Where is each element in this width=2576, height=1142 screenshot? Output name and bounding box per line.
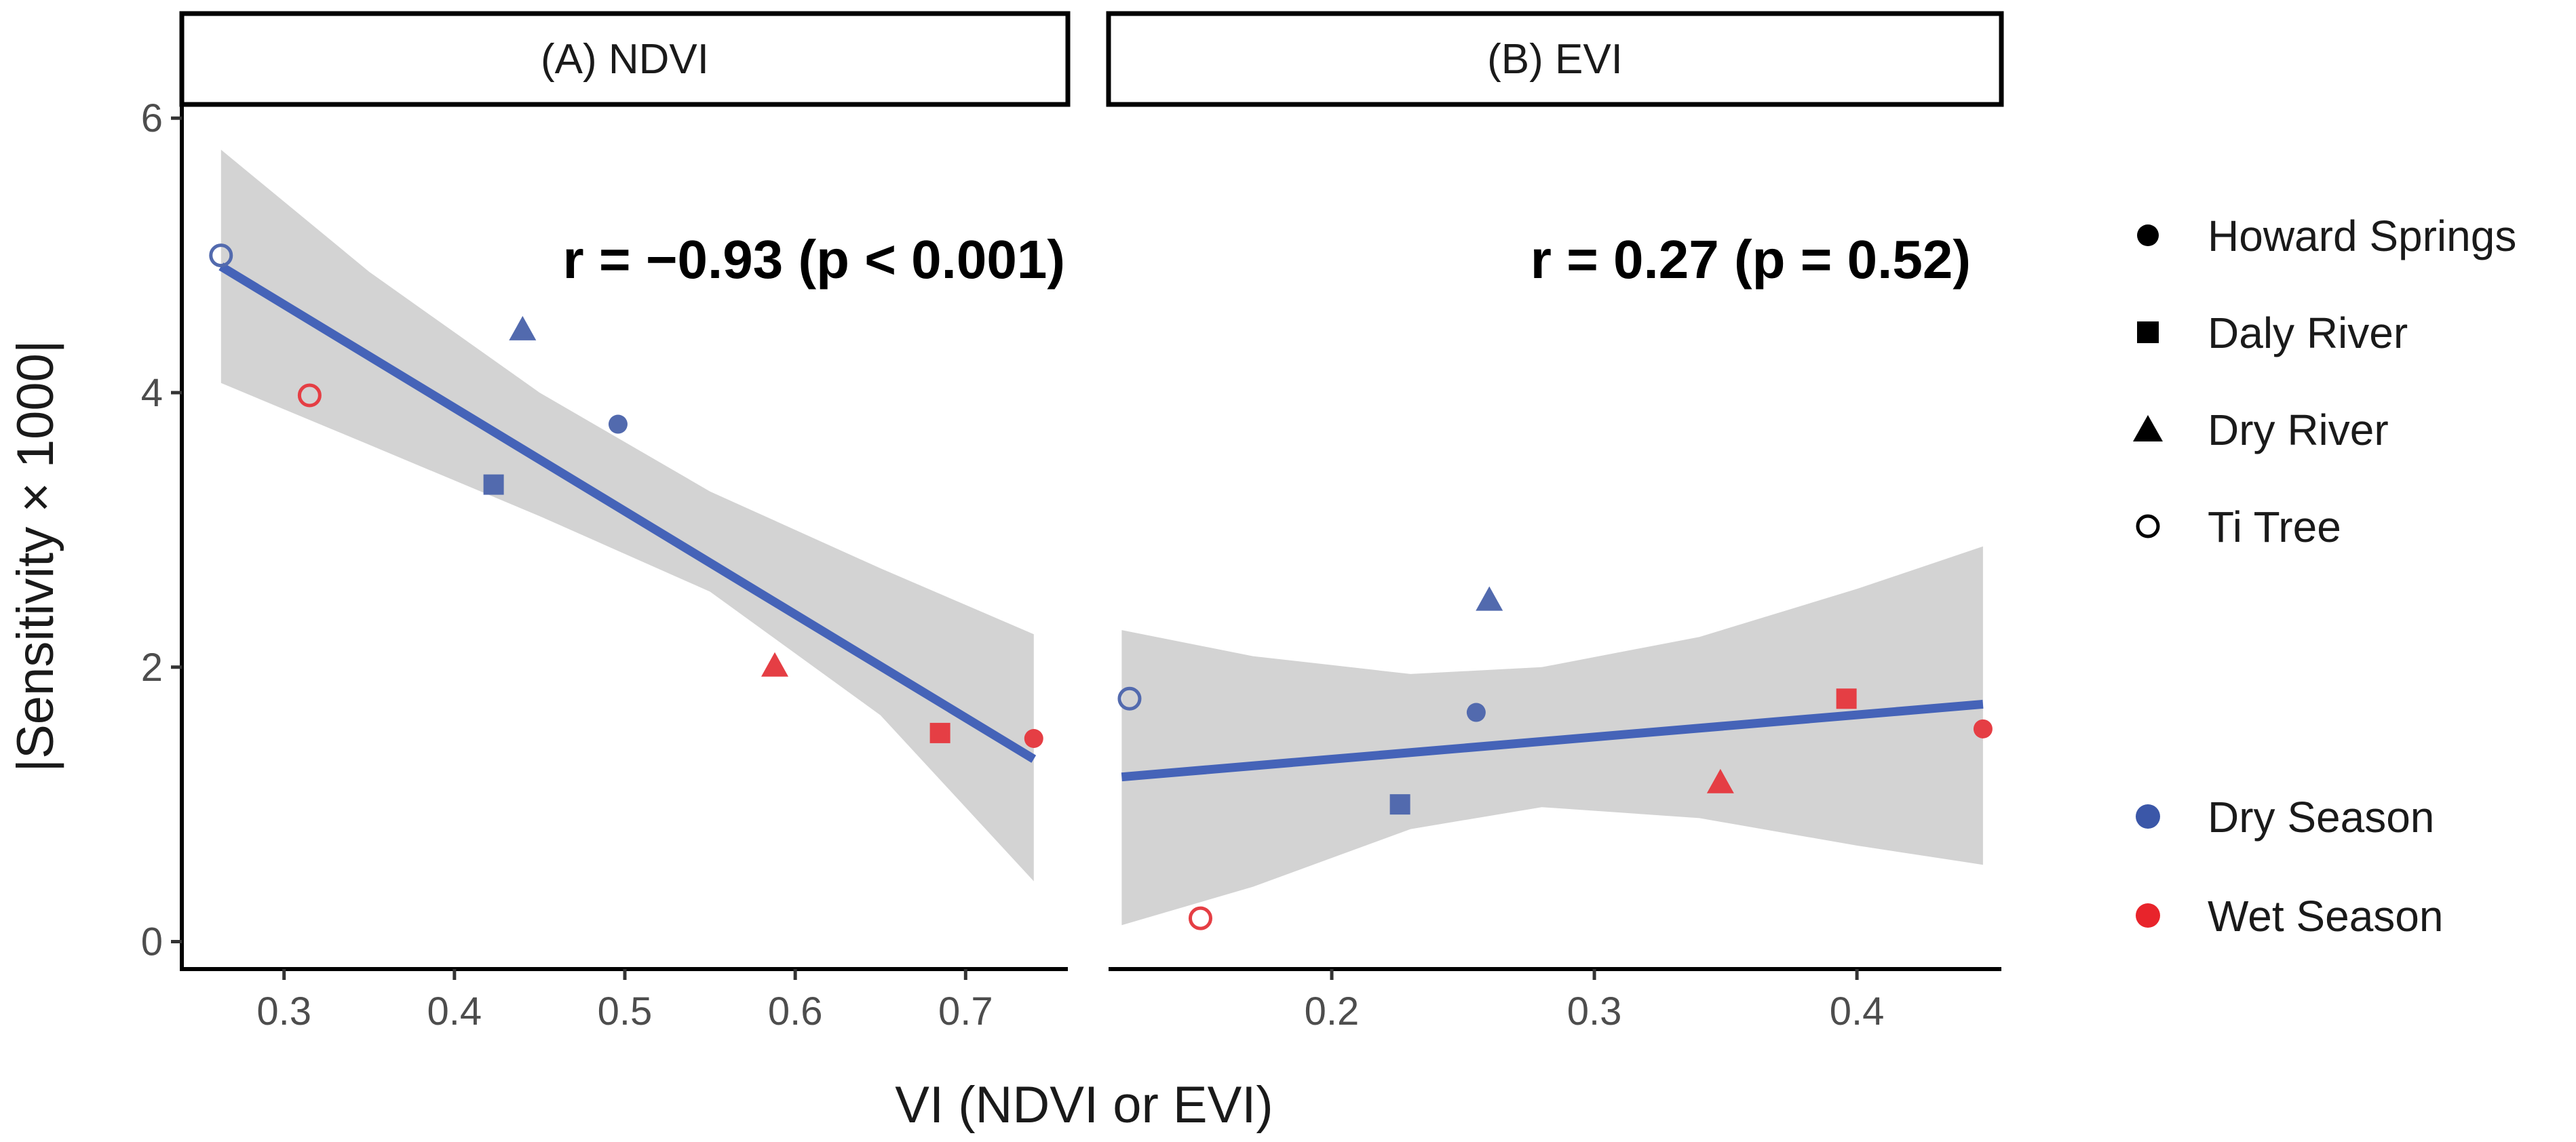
panel-evi: (B) EVI 0.2 0.3 0.4 r = 0.27 (p = 0.52) [1106, 11, 2004, 1033]
panel-ndvi-x-tick-label-0.6: 0.6 [768, 989, 823, 1033]
panel-evi-point-dry-river-wet [1706, 768, 1734, 793]
panel-evi-x-tick-label-0.3: 0.3 [1567, 989, 1622, 1033]
legend-dry-season-marker [2136, 804, 2160, 829]
panel-ndvi-correlation-annotation: r = −0.93 (p < 0.001) [563, 229, 1065, 290]
panel-ndvi-point-dry-river-dry [509, 315, 537, 340]
panel-ndvi-x-tick-label-0.7: 0.7 [938, 989, 993, 1033]
panel-ndvi-strip [179, 11, 1071, 107]
panel-ndvi-point-howard-springs-wet [1024, 729, 1043, 748]
panel-evi-plot: 0.2 0.3 0.4 r = 0.27 (p = 0.52) [1109, 229, 2001, 1033]
x-axis-title: VI (NDVI or EVI) [895, 1076, 1273, 1134]
legend-triangle-marker [2133, 415, 2163, 441]
panel-evi-point-ti-tree-dry [1117, 686, 1142, 711]
legend-item-ti-tree: Ti Tree [2136, 503, 2341, 551]
legend-item-dry-season: Dry Season [2136, 793, 2434, 842]
legend-circle-marker [2137, 224, 2159, 246]
legend-open-circle-marker [2136, 514, 2160, 538]
panel-evi-point-howard-springs-dry [1466, 703, 1486, 722]
legend-item-wet-season: Wet Season [2136, 892, 2443, 941]
panel-ndvi-fit-line [218, 262, 1037, 763]
panel-evi-fit-line [1121, 699, 1984, 782]
legend-item-dry-river: Dry River [2133, 406, 2389, 454]
legend-label-daly-river: Daly River [2208, 309, 2408, 357]
panel-ndvi-x-tick-label-0.3: 0.3 [256, 989, 311, 1033]
legend-square-marker [2137, 321, 2159, 343]
panel-evi-point-dry-river-dry [1476, 586, 1503, 611]
panel-ndvi-point-daly-river-wet [929, 722, 950, 743]
panel-evi-x-tick-label-0.2: 0.2 [1305, 989, 1360, 1033]
panel-ndvi: (A) NDVI 0 2 4 6 0.3 0.4 0.5 0.6 0.7 r = −0.93 (p… [141, 11, 1071, 1033]
panel-ndvi-plot: 0 2 4 6 0.3 0.4 0.5 0.6 0.7 r = −0.93 (p < 0.001) [141, 96, 1068, 1033]
panel-evi-correlation-annotation: r = 0.27 (p = 0.52) [1531, 229, 1971, 290]
legend-label-dry-river: Dry River [2208, 406, 2389, 454]
panel-ndvi-x-tick-label-0.5: 0.5 [598, 989, 653, 1033]
panel-evi-point-daly-river-dry [1389, 794, 1410, 815]
legend-item-daly-river: Daly River [2137, 309, 2408, 357]
legend-label-dry-season: Dry Season [2208, 793, 2434, 842]
y-tick-label-4: 4 [141, 371, 163, 415]
legend-label-ti-tree: Ti Tree [2208, 503, 2341, 551]
panel-ndvi-point-dry-river-wet [761, 652, 789, 677]
panel-evi-point-howard-springs-wet [1973, 719, 1993, 739]
y-tick-label-2: 2 [141, 646, 163, 690]
panel-ndvi-x-tick-label-0.4: 0.4 [427, 989, 482, 1033]
panel-ndvi-title: (A) NDVI [541, 36, 709, 83]
panel-evi-confidence-band [1121, 546, 1983, 926]
panel-ndvi-point-daly-river-dry [483, 474, 504, 495]
legend-label-wet-season: Wet Season [2208, 892, 2443, 941]
panel-ndvi-point-ti-tree-dry [209, 243, 233, 268]
panel-evi-x-tick-label-0.4: 0.4 [1830, 989, 1885, 1033]
y-tick-label-6: 6 [141, 96, 163, 140]
panel-evi-point-ti-tree-wet [1188, 906, 1212, 930]
panel-evi-strip [1106, 11, 2004, 107]
legend: Howard Springs Daly River Dry River Ti T… [2133, 212, 2516, 941]
panel-ndvi-point-howard-springs-dry [608, 414, 628, 434]
panel-evi-title: (B) EVI [1487, 36, 1623, 83]
panel-evi-point-daly-river-wet [1836, 688, 1857, 709]
y-tick-label-0: 0 [141, 920, 163, 964]
legend-label-howard-springs: Howard Springs [2208, 212, 2516, 260]
legend-item-howard-springs: Howard Springs [2137, 212, 2516, 260]
panel-ndvi-point-ti-tree-wet [297, 383, 322, 408]
legend-wet-season-marker [2136, 903, 2160, 928]
y-axis-title: |Sensitivity × 1000| [7, 340, 64, 772]
